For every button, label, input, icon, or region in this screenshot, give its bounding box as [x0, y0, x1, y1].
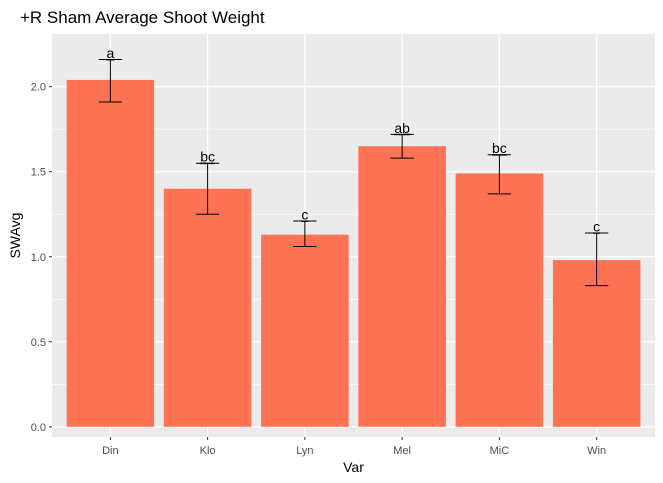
- y-tick-label: 1.5: [31, 167, 46, 179]
- significance-label: a: [106, 45, 114, 61]
- error-bar: [293, 220, 317, 248]
- significance-label: c: [593, 218, 600, 234]
- x-axis: Din Klo Lyn Mel MiC Win: [102, 437, 606, 457]
- error-bars: [98, 59, 609, 287]
- error-bar: [195, 162, 220, 215]
- x-tick-label: Klo: [200, 445, 216, 457]
- bar-klo: [163, 188, 252, 427]
- significance-label: ab: [394, 120, 410, 136]
- significance-label: c: [301, 207, 308, 223]
- x-tick-label: Lyn: [296, 445, 313, 457]
- bar-mel: [358, 146, 446, 427]
- y-axis: 0.0 0.5 1.0 1.5 2.0: [31, 82, 52, 434]
- bar-win: [552, 260, 641, 427]
- y-tick-label: 0.0: [31, 422, 46, 434]
- significance-labels: a bc c ab bc c: [106, 45, 600, 234]
- x-tick-label: Din: [102, 445, 119, 457]
- error-bar: [584, 232, 609, 287]
- bar-lyn: [261, 234, 349, 427]
- x-tick-label: MiC: [490, 445, 510, 457]
- x-axis-title: Var: [343, 459, 364, 475]
- bar-mic: [455, 173, 544, 427]
- error-bar: [487, 154, 512, 195]
- y-tick-label: 1.0: [31, 252, 46, 264]
- x-tick-label: Win: [587, 445, 606, 457]
- y-tick-label: 2.0: [31, 82, 46, 94]
- significance-label: bc: [492, 140, 507, 156]
- bars: [66, 79, 641, 427]
- chart-title: +R Sham Average Shoot Weight: [20, 8, 265, 27]
- x-tick-label: Mel: [393, 445, 411, 457]
- y-tick-label: 0.5: [31, 337, 46, 349]
- error-bar: [390, 133, 414, 159]
- bar-din: [66, 79, 155, 427]
- significance-label: bc: [200, 149, 215, 165]
- y-axis-title: SWAvg: [7, 213, 23, 259]
- error-bar: [98, 59, 123, 103]
